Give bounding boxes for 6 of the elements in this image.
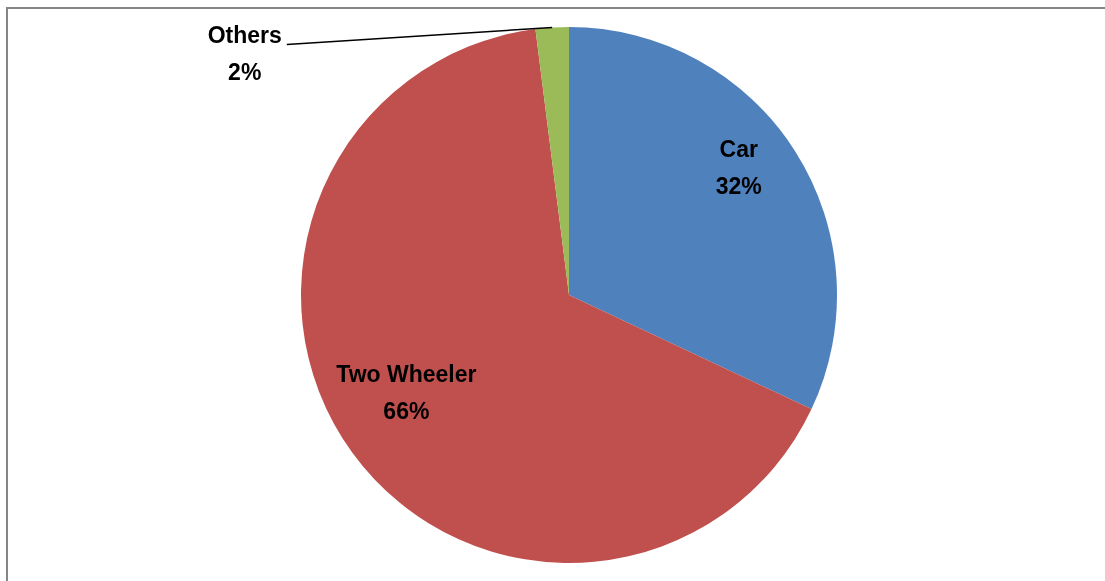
slice-label: Two Wheeler xyxy=(336,361,477,388)
data-label: 32% xyxy=(715,172,762,199)
slice-label: Others xyxy=(207,21,282,48)
data-label: 66% xyxy=(383,398,430,425)
slice-label: Car xyxy=(719,135,758,162)
data-label: 2% xyxy=(228,58,262,85)
